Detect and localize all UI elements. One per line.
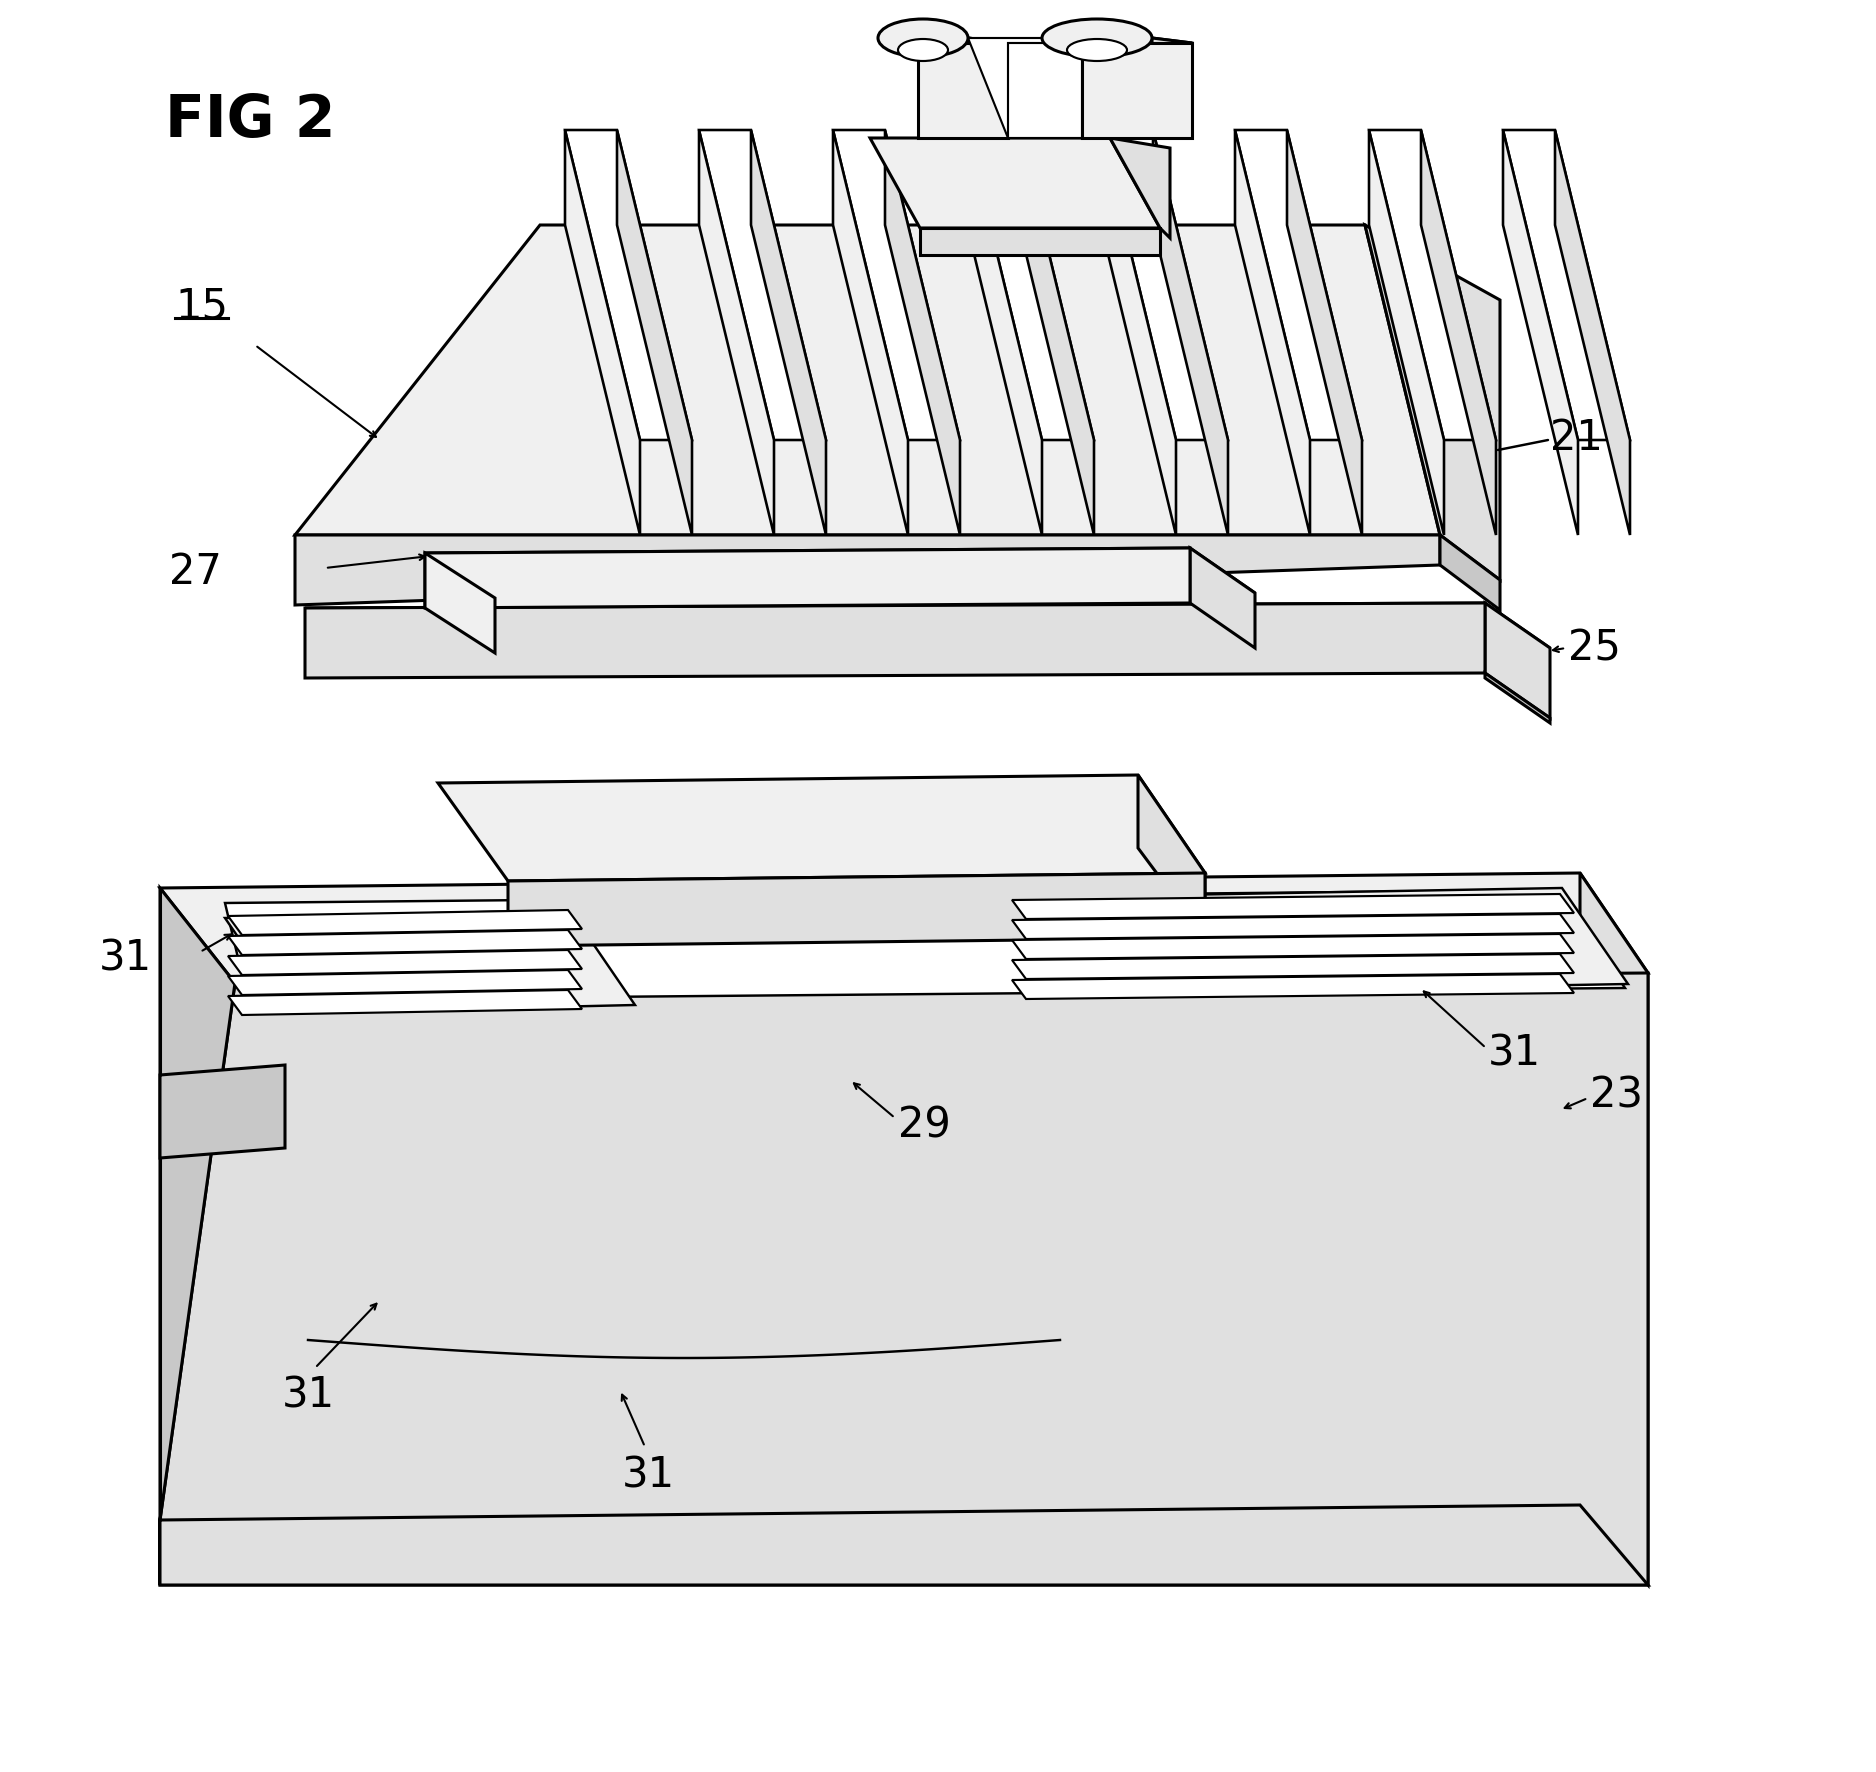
Polygon shape (565, 129, 640, 535)
Polygon shape (229, 911, 582, 936)
Polygon shape (1154, 129, 1229, 535)
Polygon shape (833, 129, 908, 535)
Polygon shape (508, 874, 1204, 946)
Text: 21: 21 (1550, 416, 1602, 459)
Polygon shape (1555, 129, 1630, 535)
Polygon shape (1366, 225, 1501, 579)
Polygon shape (878, 37, 1007, 43)
Polygon shape (229, 950, 582, 975)
Ellipse shape (1067, 39, 1127, 60)
Polygon shape (159, 973, 1647, 1584)
Polygon shape (1101, 129, 1176, 535)
Polygon shape (1101, 129, 1229, 439)
Text: 29: 29 (899, 1104, 951, 1146)
Polygon shape (426, 548, 1255, 597)
Polygon shape (1234, 129, 1362, 439)
Polygon shape (919, 229, 1159, 255)
Text: 25: 25 (1568, 627, 1621, 670)
Text: 31: 31 (621, 1455, 675, 1497)
Polygon shape (1111, 138, 1171, 237)
Polygon shape (870, 138, 1159, 229)
Polygon shape (159, 1065, 285, 1157)
Polygon shape (700, 129, 775, 535)
Polygon shape (229, 991, 582, 1015)
Polygon shape (1486, 673, 1550, 723)
Polygon shape (295, 225, 1441, 535)
Polygon shape (306, 602, 1486, 679)
Polygon shape (1152, 37, 1191, 138)
Polygon shape (159, 874, 1647, 983)
Polygon shape (295, 535, 1441, 604)
Polygon shape (833, 129, 961, 439)
Polygon shape (426, 548, 1189, 608)
Polygon shape (159, 888, 234, 1584)
Polygon shape (700, 129, 825, 439)
Polygon shape (1011, 953, 1574, 978)
Polygon shape (885, 129, 961, 535)
Text: 27: 27 (169, 551, 221, 594)
Polygon shape (1139, 774, 1204, 937)
Polygon shape (617, 129, 692, 535)
Polygon shape (1011, 914, 1574, 939)
Polygon shape (1011, 934, 1574, 959)
Polygon shape (159, 1504, 1647, 1584)
Polygon shape (306, 602, 1550, 654)
Polygon shape (1580, 874, 1647, 1584)
Polygon shape (1011, 895, 1574, 920)
Polygon shape (1287, 129, 1362, 535)
Ellipse shape (899, 39, 947, 60)
Polygon shape (1369, 129, 1495, 439)
Polygon shape (1041, 37, 1191, 43)
Polygon shape (225, 890, 1625, 999)
Ellipse shape (878, 19, 968, 57)
Polygon shape (426, 553, 495, 654)
Polygon shape (966, 129, 1041, 535)
Polygon shape (1420, 129, 1495, 535)
Polygon shape (565, 129, 692, 439)
Polygon shape (229, 969, 582, 996)
Polygon shape (1189, 548, 1255, 649)
Polygon shape (968, 37, 1082, 138)
Polygon shape (229, 930, 582, 955)
Text: 31: 31 (1488, 1031, 1540, 1074)
Polygon shape (1234, 129, 1309, 535)
Ellipse shape (1041, 19, 1152, 57)
Polygon shape (750, 129, 825, 535)
Text: 31: 31 (99, 937, 152, 978)
Polygon shape (225, 911, 634, 1014)
Text: FIG 2: FIG 2 (165, 92, 336, 149)
Polygon shape (1009, 888, 1628, 994)
Polygon shape (1503, 129, 1630, 439)
Text: 31: 31 (281, 1375, 334, 1418)
Polygon shape (1441, 535, 1501, 610)
Text: 15: 15 (174, 285, 229, 328)
Polygon shape (1369, 129, 1445, 535)
Polygon shape (1007, 43, 1082, 138)
Polygon shape (917, 43, 1007, 138)
Polygon shape (1486, 602, 1550, 718)
Polygon shape (968, 37, 1007, 138)
Polygon shape (1019, 129, 1094, 535)
Text: 23: 23 (1591, 1074, 1643, 1116)
Polygon shape (437, 774, 1204, 881)
Polygon shape (966, 129, 1094, 439)
Polygon shape (1082, 43, 1191, 138)
Polygon shape (1503, 129, 1578, 535)
Polygon shape (1011, 975, 1574, 999)
